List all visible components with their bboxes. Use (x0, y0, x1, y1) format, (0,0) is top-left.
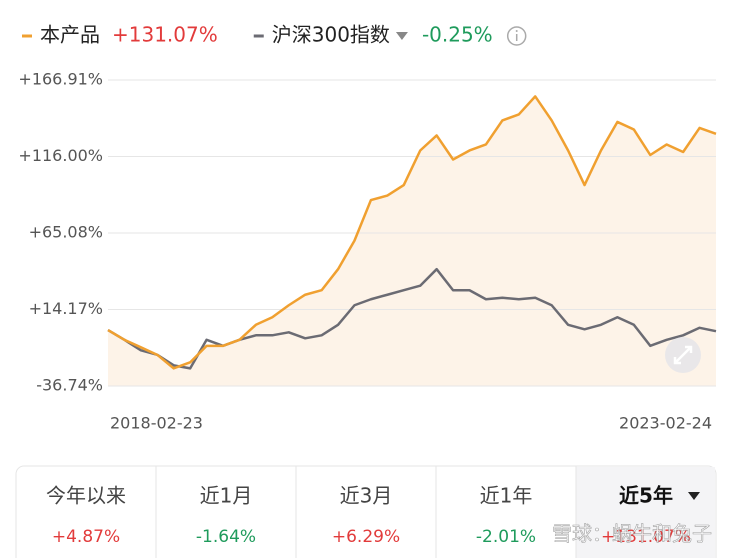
period-tabs: 今年以来 +4.87% 近1月 -1.64% 近3月 +6.29% 近1年 -2.01% 近5年… (15, 465, 717, 558)
tab-value: +131.07% (601, 527, 691, 547)
legend: 本产品 +131.07% 沪深300指数 -0.25% (22, 23, 527, 47)
y-tick-label: +116.00% (18, 146, 103, 165)
info-icon (515, 30, 518, 32)
tab-value: -1.64% (196, 527, 256, 547)
y-tick-label: +14.17% (29, 299, 103, 318)
series-line (107, 267, 717, 370)
tab-selected-bg (576, 467, 715, 558)
y-tick-label: +65.08% (29, 223, 103, 242)
x-tick-label: 2018-02-23 (110, 414, 203, 433)
tab-value: +4.87% (52, 527, 120, 547)
tab-label[interactable]: 近5年 (619, 484, 673, 508)
area-fill (108, 96, 716, 386)
tab-label[interactable]: 近3月 (340, 484, 393, 508)
y-tick-label: -36.74% (36, 376, 103, 395)
x-tick-label: 2023-02-24 (619, 414, 712, 433)
tab-label[interactable]: 今年以来 (46, 484, 126, 508)
legend-name: 沪深300指数 (272, 23, 390, 47)
tab-value: +6.29% (332, 527, 400, 547)
series-line (107, 95, 717, 370)
watermark: 雪球：蜗牛和兔子 (552, 522, 712, 546)
expand-icon[interactable] (665, 337, 701, 373)
tab-label[interactable]: 近1年 (480, 484, 533, 508)
y-tick-label: +166.91% (18, 70, 103, 89)
dropdown-arrow[interactable] (395, 32, 408, 40)
legend-value: -0.25% (422, 23, 493, 47)
dropdown-arrow (688, 492, 700, 500)
tab-label[interactable]: 近1月 (200, 484, 253, 508)
tabs-frame (15, 465, 717, 558)
info-icon[interactable] (506, 26, 527, 46)
legend-value: +131.07% (112, 23, 218, 47)
plot: +166.91% +116.00% +65.08% +14.17% -36.74% 201… (18, 70, 717, 433)
tab-value: -2.01% (476, 527, 536, 547)
legend-name: 本产品 (40, 23, 100, 47)
